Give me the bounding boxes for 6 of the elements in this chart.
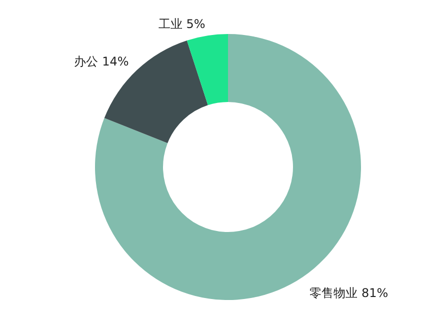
data-label: 14% xyxy=(102,54,129,68)
data-label: 81% xyxy=(362,286,388,300)
slice-label: 零售物业 xyxy=(310,286,358,300)
slice-label: 工业 xyxy=(158,16,182,31)
slice-label: 办公 xyxy=(74,54,98,68)
data-label: 5% xyxy=(186,16,206,31)
